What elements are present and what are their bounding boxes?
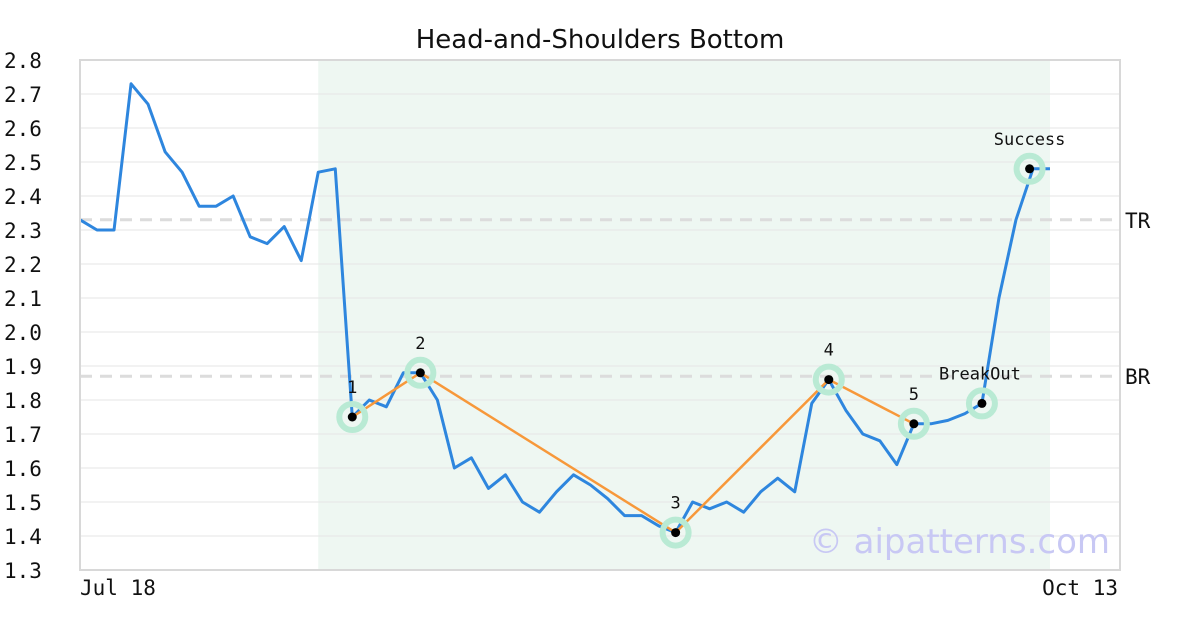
marker-label: 3 bbox=[670, 494, 680, 514]
pattern-shaded-region bbox=[318, 60, 1050, 570]
marker-label: 1 bbox=[347, 378, 357, 398]
marker-dot bbox=[671, 528, 681, 538]
chart-title: Head-and-Shoulders Bottom bbox=[416, 25, 785, 55]
price-series-line bbox=[79, 82, 1050, 535]
y-tick-label: 2.0 bbox=[4, 321, 42, 345]
y-tick-label: 1.9 bbox=[4, 355, 42, 379]
y-tick-label: 2.2 bbox=[4, 253, 42, 277]
y-tick-label: 2.3 bbox=[4, 219, 42, 243]
y-tick-label: 1.7 bbox=[4, 423, 42, 447]
gridlines bbox=[80, 59, 1120, 571]
y-tick-label: 2.5 bbox=[4, 151, 42, 175]
reference-lines: TR BR bbox=[80, 209, 1151, 389]
x-tick-label: Jul 18 bbox=[80, 576, 156, 600]
marker-ring bbox=[404, 356, 437, 389]
marker-dot bbox=[977, 398, 987, 408]
marker-ring bbox=[659, 516, 692, 549]
y-tick-label: 2.6 bbox=[4, 117, 42, 141]
reference-line-label: TR bbox=[1125, 209, 1151, 233]
marker-dot bbox=[347, 412, 357, 422]
marker-label: Success bbox=[994, 130, 1066, 150]
plot-frame bbox=[79, 59, 1121, 571]
marker-label: 2 bbox=[415, 334, 425, 354]
y-tick-label: 2.7 bbox=[4, 83, 42, 107]
y-tick-label: 1.6 bbox=[4, 457, 42, 481]
reference-line-label: BR bbox=[1125, 365, 1151, 389]
marker-label: BreakOut bbox=[939, 364, 1021, 384]
marker-dot bbox=[1025, 164, 1035, 174]
y-tick-label: 1.8 bbox=[4, 389, 42, 413]
y-tick-label: 1.3 bbox=[4, 559, 42, 583]
marker-label: 5 bbox=[909, 385, 919, 405]
marker-ring bbox=[897, 407, 930, 440]
y-axis-ticks: 1.3 1.4 1.5 1.6 1.7 1.8 1.9 2.0 2.1 2.2 2.3 2.4 2.5 2… bbox=[4, 49, 42, 583]
watermark: © aipatterns.com bbox=[809, 522, 1110, 562]
x-axis-ticks: Jul 18 Oct 13 bbox=[80, 576, 1118, 600]
y-tick-label: 1.4 bbox=[4, 525, 42, 549]
marker-dot bbox=[909, 419, 919, 429]
marker-ring bbox=[965, 387, 998, 420]
y-tick-label: 2.1 bbox=[4, 287, 42, 311]
marker-ring bbox=[1013, 152, 1046, 185]
x-tick-label: Oct 13 bbox=[1042, 576, 1118, 600]
marker-ring bbox=[812, 363, 845, 396]
marker-dot bbox=[415, 368, 425, 378]
marker-ring bbox=[336, 401, 369, 433]
pattern-markers: 1 2 3 4 5 BreakOut Success bbox=[336, 130, 1066, 549]
y-tick-label: 2.4 bbox=[4, 185, 42, 209]
marker-dot bbox=[824, 375, 834, 385]
y-tick-label: 1.5 bbox=[4, 491, 42, 515]
y-tick-label: 2.8 bbox=[4, 49, 42, 73]
marker-label: 4 bbox=[824, 341, 834, 361]
